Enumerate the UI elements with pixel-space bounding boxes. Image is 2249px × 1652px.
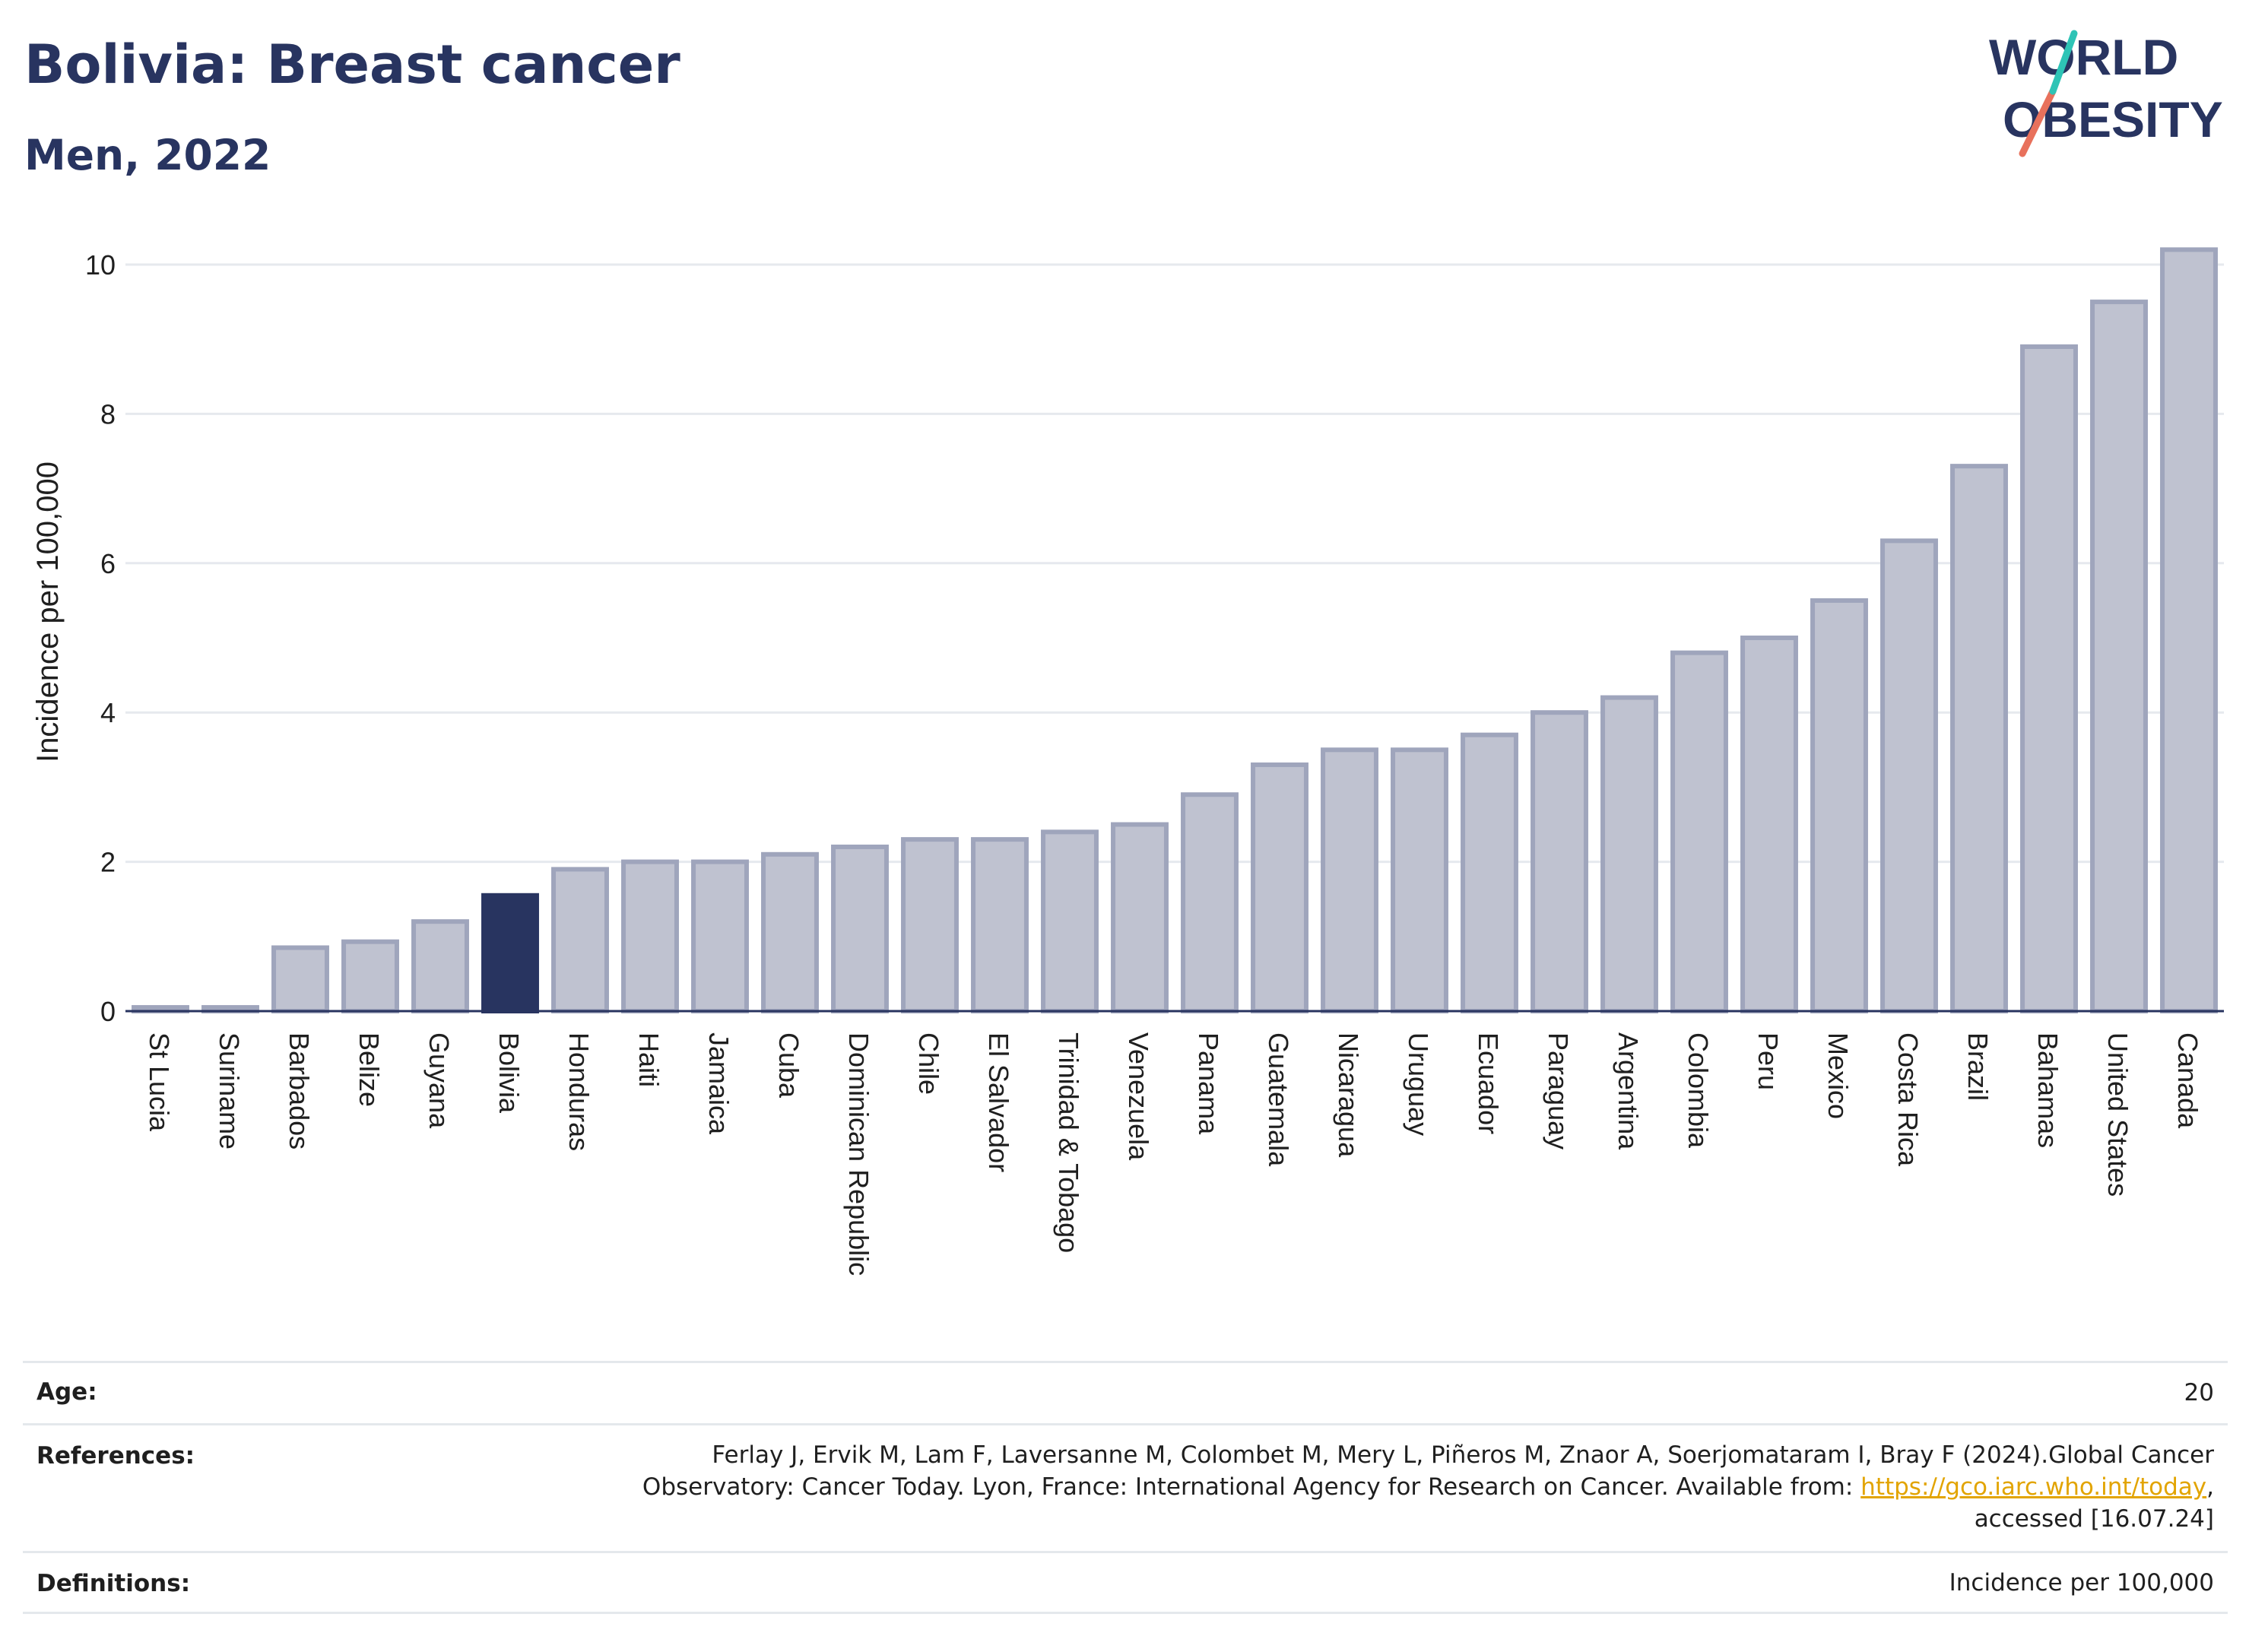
references-line-2: Observatory: Cancer Today. Lyon, France:…: [642, 1471, 2214, 1503]
bar-mexico: [1810, 598, 1868, 1013]
bar-el-salvador: [971, 837, 1029, 1014]
references-line-1: Ferlay J, Ervik M, Lam F, Laversanne M, …: [712, 1441, 2214, 1469]
x-tick-label: Bahamas: [2032, 1032, 2063, 1148]
definitions-label: Definitions:: [36, 1570, 191, 1597]
x-tick-label: Uruguay: [1403, 1032, 1434, 1136]
references-line-2-end: ,: [2206, 1473, 2214, 1501]
x-tick-label: Mexico: [1822, 1032, 1854, 1119]
x-axis-ticks: St Lucia Suriname Barbados Belize Guyana Boli…: [144, 1032, 2203, 1276]
x-tick-label: Belize: [354, 1032, 385, 1107]
bar-chart: 0 2 4 6 8 10 Incidence per 100,000 St Lucia Su…: [31, 247, 2224, 1276]
x-tick-label: Panama: [1193, 1032, 1224, 1135]
bar-jamaica: [691, 859, 749, 1013]
table-bottom-border: [23, 1612, 2228, 1614]
x-tick-label: St Lucia: [144, 1032, 175, 1132]
x-tick-label: Nicaragua: [1333, 1032, 1364, 1158]
references-text: Ferlay J, Ervik M, Lam F, Laversanne M, …: [642, 1439, 2214, 1535]
definitions-row: Definitions: Incidence per 100,000: [23, 1551, 2228, 1614]
bar-belize: [341, 939, 399, 1013]
x-tick-label: El Salvador: [983, 1032, 1014, 1172]
y-tick-label: 8: [100, 398, 116, 430]
x-tick-label: Brazil: [1962, 1032, 1994, 1101]
y-tick-label: 0: [100, 996, 116, 1027]
bar-guyana: [411, 919, 469, 1014]
x-tick-label: Jamaica: [703, 1032, 734, 1135]
age-row: Age: 20: [23, 1361, 2228, 1425]
bar-paraguay: [1531, 710, 1588, 1013]
references-line-3: accessed [16.07.24]: [1974, 1505, 2214, 1533]
bars: [132, 247, 2218, 1014]
bar-united-states: [2090, 300, 2148, 1014]
x-tick-label: Ecuador: [1473, 1032, 1504, 1134]
bar-brazil: [1950, 464, 2008, 1013]
bar-peru: [1740, 636, 1798, 1013]
x-tick-label: Canada: [2172, 1032, 2203, 1129]
definitions-value: Incidence per 100,000: [1949, 1569, 2214, 1597]
x-tick-label: Chile: [913, 1032, 944, 1095]
y-tick-label: 2: [100, 847, 116, 878]
x-tick-label: Trinidad & Tobago: [1053, 1032, 1084, 1253]
y-axis-label: Incidence per 100,000: [31, 461, 65, 763]
x-tick-label: Dominican Republic: [843, 1032, 874, 1276]
bar-chile: [901, 837, 959, 1014]
x-tick-label: Haiti: [633, 1032, 665, 1087]
age-label: Age:: [36, 1378, 97, 1406]
gridlines: [125, 263, 2224, 864]
x-tick-label: Colombia: [1683, 1032, 1714, 1149]
bar-nicaragua: [1321, 747, 1378, 1013]
page-subtitle: Men, 2022: [24, 131, 271, 179]
bar-bahamas: [2020, 344, 2078, 1013]
bar-honduras: [551, 867, 609, 1014]
bar-colombia: [1670, 650, 1728, 1013]
x-tick-label: Suriname: [214, 1032, 245, 1149]
references-link[interactable]: https://gco.iarc.who.int/today: [1860, 1473, 2207, 1501]
bar-bolivia: [481, 893, 539, 1014]
y-tick-label: 4: [100, 697, 116, 728]
bar-cuba: [761, 851, 819, 1014]
x-tick-label: Guyana: [423, 1032, 455, 1129]
x-tick-label: Cuba: [773, 1032, 804, 1099]
bar-argentina: [1600, 695, 1658, 1013]
bar-ecuador: [1461, 732, 1518, 1013]
x-tick-label: Honduras: [563, 1032, 595, 1151]
bar-costa-rica: [1880, 538, 1938, 1013]
bar-dominican-republic: [831, 844, 889, 1013]
bar-venezuela: [1111, 822, 1169, 1013]
y-axis-ticks: 0 2 4 6 8 10: [85, 249, 116, 1027]
page-title: Bolivia: Breast cancer: [24, 33, 680, 96]
bar-uruguay: [1391, 747, 1448, 1013]
bar-haiti: [621, 859, 679, 1013]
references-line-2-text: Observatory: Cancer Today. Lyon, France:…: [642, 1473, 1861, 1501]
x-tick-label: Peru: [1753, 1032, 1784, 1090]
bar-guatemala: [1251, 762, 1308, 1013]
bar-canada: [2160, 247, 2218, 1013]
y-tick-label: 10: [85, 249, 116, 281]
bar-trinidad-tobago: [1041, 829, 1099, 1013]
x-tick-label: Argentina: [1613, 1032, 1644, 1150]
x-tick-label: Venezuela: [1123, 1032, 1154, 1161]
y-tick-label: 6: [100, 548, 116, 579]
x-tick-label: United States: [2102, 1032, 2133, 1197]
x-tick-label: Paraguay: [1543, 1032, 1574, 1149]
age-value: 20: [2184, 1379, 2214, 1406]
references-row: References: Ferlay J, Ervik M, Lam F, La…: [23, 1423, 2228, 1553]
bar-barbados: [271, 945, 329, 1014]
references-label: References:: [36, 1442, 195, 1470]
world-obesity-logo: WORLD OBESITY: [1989, 29, 2223, 157]
x-tick-label: Barbados: [284, 1032, 315, 1149]
x-tick-label: Guatemala: [1263, 1032, 1294, 1167]
bar-panama: [1181, 792, 1239, 1013]
x-tick-label: Costa Rica: [1892, 1032, 1924, 1167]
svg-text:WORLD: WORLD: [1989, 29, 2178, 85]
x-tick-label: Bolivia: [493, 1032, 525, 1114]
